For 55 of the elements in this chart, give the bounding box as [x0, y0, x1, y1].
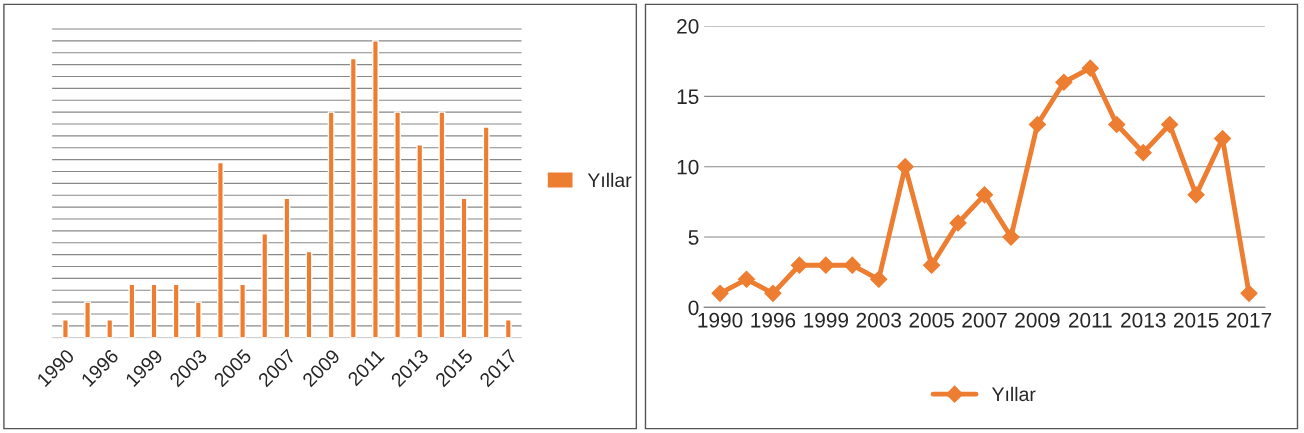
- y-tick-label: 0: [688, 300, 699, 316]
- y-tick-label: 10: [677, 159, 699, 175]
- bar: [394, 111, 402, 338]
- point: [870, 270, 888, 288]
- point: [975, 186, 994, 204]
- y-tick-label: 5: [688, 230, 699, 245]
- x-tick-label: 2007: [962, 312, 1007, 328]
- x-tick-label: 2009: [1015, 312, 1060, 328]
- bar: [504, 319, 512, 338]
- x-tick-label: 1990: [698, 312, 743, 328]
- bar: [61, 319, 69, 338]
- bar: [371, 40, 379, 338]
- bar: [416, 144, 424, 338]
- x-tick-label: 2015: [1173, 312, 1219, 328]
- point: [1240, 284, 1258, 302]
- point: [737, 270, 756, 288]
- point: [1187, 186, 1205, 204]
- point: [1055, 73, 1073, 91]
- x-tick-label: 2011: [1068, 312, 1112, 328]
- point: [1108, 115, 1126, 134]
- x-tick-label: 2005: [909, 312, 954, 328]
- x-tick-label: 1996: [751, 312, 796, 328]
- point: [790, 256, 808, 274]
- bar: [172, 283, 180, 338]
- x-tick-label: 2003: [856, 312, 901, 328]
- x-tick-label: 1999: [804, 312, 849, 328]
- bar: [438, 111, 446, 338]
- x-tick-label: 2013: [1121, 312, 1166, 328]
- bar: [84, 301, 92, 338]
- bar: [239, 283, 247, 338]
- point: [1002, 228, 1020, 246]
- point: [711, 284, 729, 302]
- point: [843, 256, 861, 274]
- bar: [283, 197, 291, 338]
- bar: [106, 319, 114, 338]
- bar: [482, 126, 490, 338]
- bar: [327, 111, 335, 338]
- point: [1134, 144, 1152, 162]
- point: [764, 284, 782, 302]
- point: [1081, 59, 1099, 77]
- y-tick-label: 15: [677, 89, 699, 105]
- point: [949, 214, 967, 232]
- point: [1028, 115, 1046, 134]
- bar: [349, 57, 357, 338]
- bar: [216, 161, 224, 338]
- point: [817, 256, 835, 274]
- x-tick-label: 2017: [1226, 312, 1272, 328]
- point: [923, 256, 941, 274]
- bar: [194, 301, 202, 338]
- bar: [261, 233, 269, 338]
- bar: [128, 283, 136, 338]
- point: [1161, 115, 1179, 134]
- legend-label: Yıllar: [587, 172, 632, 188]
- y-tick-label: 20: [677, 18, 699, 34]
- legend-label: Yıllar: [991, 386, 1036, 402]
